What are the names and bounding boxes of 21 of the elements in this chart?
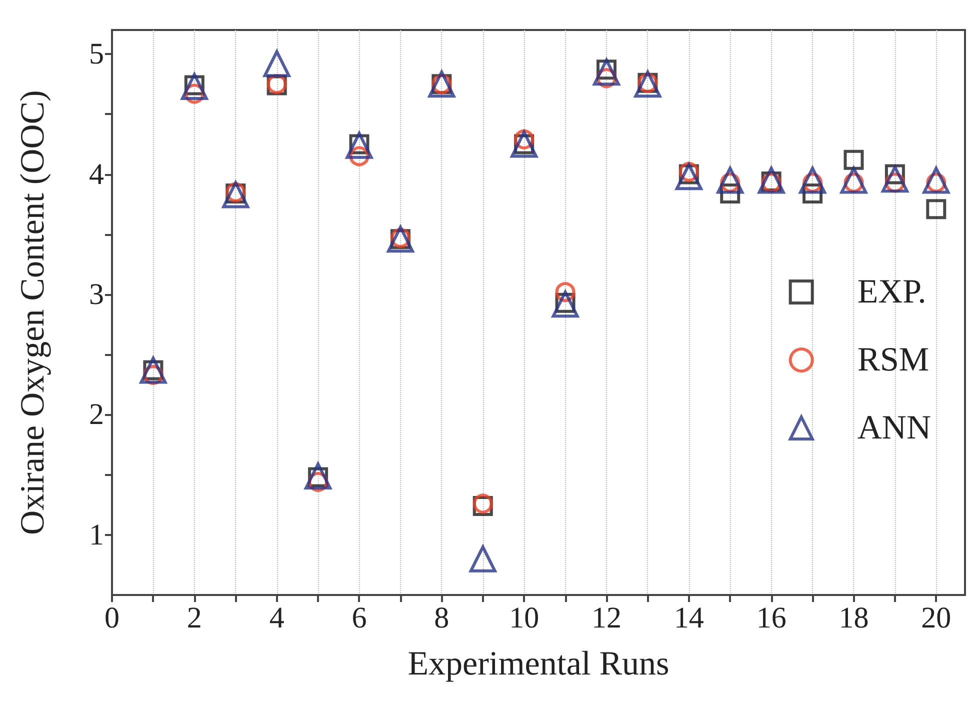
- y-tick-label: 5: [89, 38, 104, 71]
- x-tick-label: 6: [352, 602, 367, 634]
- x-tick-label: 8: [434, 602, 450, 634]
- y-axis-title: Oxirane Oxygen Content (OOC): [14, 90, 52, 535]
- x-tick-label: 18: [838, 602, 869, 634]
- x-tick-label: 10: [509, 602, 540, 634]
- y-tick-label: 2: [89, 398, 104, 432]
- x-tick-label: 16: [756, 602, 786, 634]
- y-tick-label: 1: [89, 518, 104, 552]
- x-axis-title: Experimental Runs: [408, 646, 670, 682]
- x-tick-label: 20: [921, 602, 952, 634]
- x-tick-label: 12: [591, 602, 622, 634]
- legend-label: RSM: [857, 342, 930, 378]
- x-tick-label: 14: [674, 602, 704, 634]
- legend-label: EXP.: [857, 274, 926, 310]
- x-tick-label: 4: [269, 602, 284, 634]
- y-tick-label: 3: [89, 278, 104, 311]
- x-tick-label: 0: [104, 602, 120, 634]
- x-tick-label: 2: [186, 602, 202, 634]
- y-tick-label: 4: [89, 158, 104, 191]
- legend-label: ANN: [857, 410, 932, 446]
